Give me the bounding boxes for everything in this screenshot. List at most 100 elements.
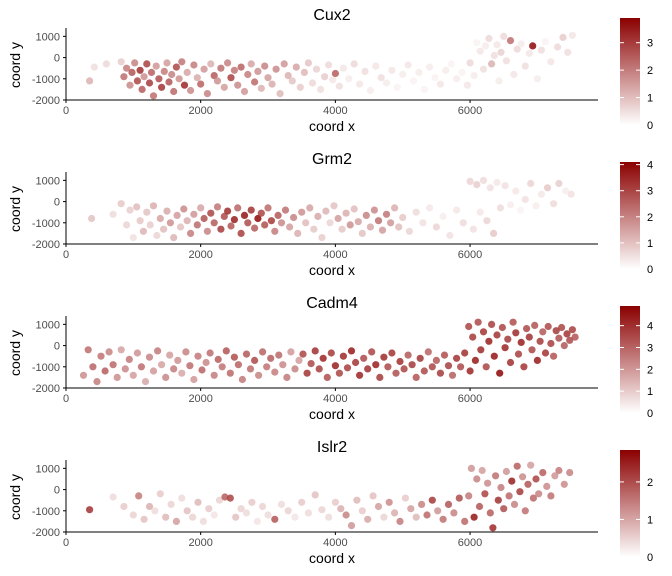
data-point xyxy=(562,187,570,195)
data-point xyxy=(138,85,146,93)
data-point xyxy=(153,231,161,240)
data-point xyxy=(200,214,208,223)
data-point xyxy=(498,323,506,332)
data-point xyxy=(272,65,280,73)
data-point xyxy=(162,513,170,521)
data-point xyxy=(461,517,469,526)
data-point xyxy=(479,65,488,73)
data-point xyxy=(257,209,265,217)
data-point xyxy=(158,361,166,369)
data-point xyxy=(203,227,211,235)
data-point xyxy=(393,83,401,91)
data-point xyxy=(166,351,174,359)
data-point xyxy=(322,207,330,215)
data-point xyxy=(469,225,477,233)
data-point xyxy=(187,229,195,237)
x-tick-label: 2000 xyxy=(188,249,212,261)
data-point xyxy=(479,176,488,184)
data-point xyxy=(552,327,560,335)
x-tick-label: 0 xyxy=(63,249,69,261)
data-point xyxy=(442,66,450,74)
data-point xyxy=(311,347,319,355)
data-point xyxy=(358,229,366,237)
data-point xyxy=(466,59,474,67)
data-point xyxy=(513,45,521,53)
data-point xyxy=(431,74,439,82)
data-point xyxy=(484,479,492,487)
data-point xyxy=(453,354,461,362)
data-point xyxy=(237,505,245,513)
data-point xyxy=(408,361,416,369)
data-point xyxy=(372,62,380,70)
data-point xyxy=(380,513,388,521)
data-point xyxy=(521,195,529,204)
data-point xyxy=(163,59,171,67)
data-point xyxy=(331,69,339,78)
data-point xyxy=(382,210,391,218)
data-point xyxy=(418,500,426,508)
data-point xyxy=(513,462,521,470)
data-point xyxy=(166,219,174,227)
data-point xyxy=(133,349,141,357)
legend-tick-label: 3 xyxy=(647,38,653,50)
data-point xyxy=(560,480,568,488)
data-point xyxy=(500,505,508,513)
data-point xyxy=(566,336,574,344)
data-point xyxy=(210,371,218,379)
data-point xyxy=(145,353,154,361)
colorbar xyxy=(620,306,640,413)
data-point xyxy=(271,515,279,523)
data-point xyxy=(254,67,262,75)
data-point xyxy=(123,221,131,229)
data-point xyxy=(176,223,185,231)
data-point xyxy=(497,483,505,492)
data-point xyxy=(463,81,471,89)
data-point xyxy=(102,60,110,68)
y-axis-label: coord y xyxy=(7,474,23,520)
data-point xyxy=(251,224,259,232)
data-point xyxy=(517,338,525,346)
data-point xyxy=(277,500,286,508)
x-tick-label: 6000 xyxy=(458,105,482,117)
data-point xyxy=(237,229,245,237)
data-point xyxy=(541,349,550,357)
data-point xyxy=(519,473,527,481)
data-point xyxy=(183,507,191,515)
data-point xyxy=(331,498,339,506)
data-point xyxy=(141,378,150,386)
color-legend: 0 1 2 3 xyxy=(620,18,653,132)
data-point xyxy=(404,61,412,69)
data-point xyxy=(493,178,501,187)
data-point xyxy=(109,493,117,501)
data-point xyxy=(198,366,206,374)
data-point xyxy=(323,373,331,381)
legend-tick-label: 0 xyxy=(647,264,653,276)
data-point xyxy=(151,507,159,515)
data-point xyxy=(160,67,168,75)
data-point xyxy=(465,322,473,331)
data-point xyxy=(295,356,303,364)
data-point xyxy=(531,321,539,329)
legend-tick-label: 3 xyxy=(647,186,653,198)
data-point xyxy=(347,522,356,530)
y-axis-label: coord y xyxy=(7,330,23,376)
x-tick-label: 0 xyxy=(63,105,69,117)
data-point xyxy=(475,502,484,511)
y-tick-label: 1000 xyxy=(36,31,60,43)
data-point xyxy=(447,60,455,68)
legend-tick-label: 3 xyxy=(647,342,653,354)
data-point xyxy=(300,68,308,76)
data-point xyxy=(334,214,342,223)
y-tick-label: -1000 xyxy=(32,506,60,518)
data-point xyxy=(473,475,481,483)
data-point xyxy=(366,86,374,95)
data-point xyxy=(392,369,400,377)
data-point xyxy=(547,339,555,348)
data-point xyxy=(315,365,323,373)
data-point xyxy=(350,205,358,213)
data-point xyxy=(488,320,496,328)
y-tick-label: 0 xyxy=(54,485,60,497)
x-tick-label: 4000 xyxy=(323,537,347,549)
x-tick-label: 6000 xyxy=(458,249,482,261)
data-point xyxy=(222,347,230,355)
